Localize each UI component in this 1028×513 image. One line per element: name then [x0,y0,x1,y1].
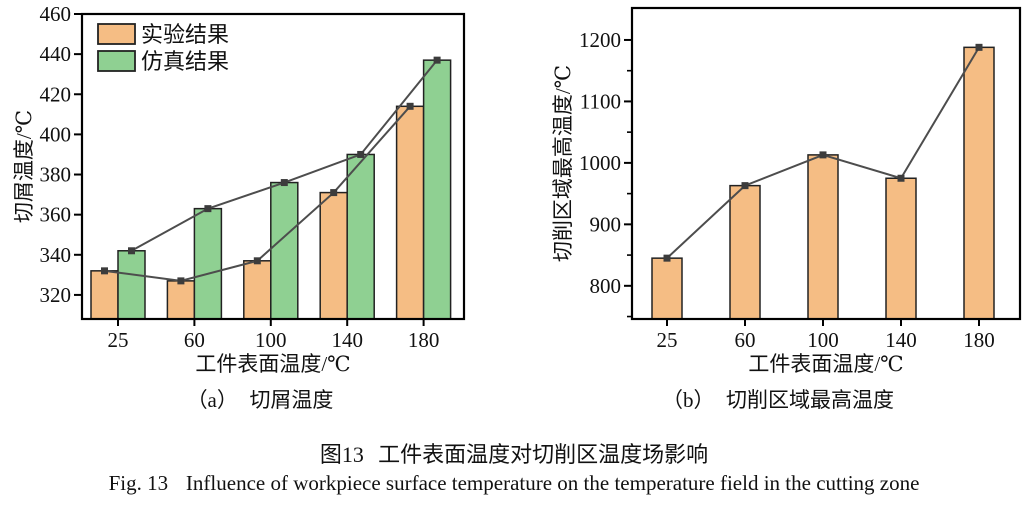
legend-swatch-1 [97,50,136,72]
square-marker [741,182,749,190]
y-tick-label: 360 [40,203,72,227]
figure-caption-chinese: 图13 工件表面温度对切削区温度场影响 [0,437,1028,469]
y-tick-label: 1000 [579,151,621,175]
y-tick-label: 1100 [580,89,621,113]
x-tick-label: 140 [885,328,917,352]
x-tick-label: 180 [408,328,440,352]
y-tick-label: 340 [40,243,72,267]
square-marker [663,254,671,262]
figure-caption-chinese-number: 图13 [319,442,364,467]
y-tick-label: 440 [40,42,72,66]
square-marker [975,43,983,51]
figure-caption-english-text: Influence of workpiece surface temperatu… [185,471,920,495]
y-tick-label: 420 [40,82,72,106]
legend-label-1: 仿真结果 [141,49,229,74]
square-marker [101,267,108,275]
square-marker [897,174,905,182]
y-tick-label: 900 [590,212,622,236]
y-tick-label: 380 [40,163,72,187]
y-tick-label: 320 [40,283,72,307]
x-tick-label: 60 [184,328,205,352]
x-tick-label: 25 [108,328,129,352]
chart-b-cutting-zone-max-temperature: 800 900 1000 1100 1200 25 60 100 140 180 工件表面温度/℃ 切… [551,6,1022,376]
chart-a-chip-temperature: 320 340 360 380 400 420 440 460 25 60 100 140 180 工件表… [12,2,466,376]
figure-caption-chinese-text: 工件表面温度对切削区温度场影响 [378,442,709,467]
y-tick-label: 400 [40,122,72,146]
square-marker [357,150,365,158]
x-tick-label: 25 [657,328,678,352]
square-marker [433,56,441,64]
square-marker [330,189,338,197]
subcaption-b-label: 切削区域最高温度 [726,388,895,412]
figure-caption-english-number: Fig. 13 [108,471,169,495]
square-marker [819,151,827,159]
bar-chartA-s0-60 [166,280,196,320]
x-tick-label: 100 [255,328,287,352]
square-marker [128,247,135,255]
plot-frame [80,12,466,321]
subcaption-b-prefix: （b） [661,388,715,412]
square-marker [204,205,212,213]
subcaption-b: （b） 切削区域最高温度 [528,384,1028,414]
bar-chartB-s0-140 [885,177,917,320]
subcaption-a-label: 切屑温度 [249,388,334,412]
figure-caption-english: Fig. 13 Influence of workpiece surface te… [0,471,1028,496]
square-marker [406,102,414,110]
x-axis-title: 工件表面温度/℃ [195,352,350,376]
bar-chartA-s0-180 [395,105,425,320]
bar-chartA-s1-180 [422,59,452,320]
x-tick-label: 100 [807,328,839,352]
y-tick-label: 1200 [579,28,621,52]
bar-chartA-s1-60 [193,207,223,320]
bar-chartB-s0-180 [963,46,995,320]
y-tick-label: 800 [590,274,622,298]
subcaption-a-prefix: （a） [186,388,238,412]
bar-chartB-s0-25 [651,257,683,320]
legend-swatch-0 [97,23,136,45]
bar-chartA-s1-25 [117,250,146,320]
y-tick-label: 460 [40,2,72,26]
square-marker [280,179,288,187]
square-marker [177,277,185,285]
bar-chartB-s0-100 [807,154,839,320]
y-axis-title: 切削区域最高温度/℃ [551,65,575,262]
square-marker [253,257,261,265]
bar-chartA-s0-140 [319,191,348,320]
x-tick-label: 60 [735,328,756,352]
x-axis-title: 工件表面温度/℃ [748,352,903,376]
x-tick-label: 140 [331,328,363,352]
bar-chartB-s0-60 [729,184,761,320]
bar-chartA-s1-140 [346,153,375,320]
x-tick-label: 180 [963,328,995,352]
subcaption-a: （a） 切屑温度 [0,384,520,414]
legend-label-0: 实验结果 [141,22,229,47]
bar-chartA-s0-100 [243,260,272,320]
bar-chartA-s1-100 [270,181,299,320]
y-axis-title: 切屑温度/℃ [12,110,36,223]
bar-chartA-s0-25 [90,270,119,320]
